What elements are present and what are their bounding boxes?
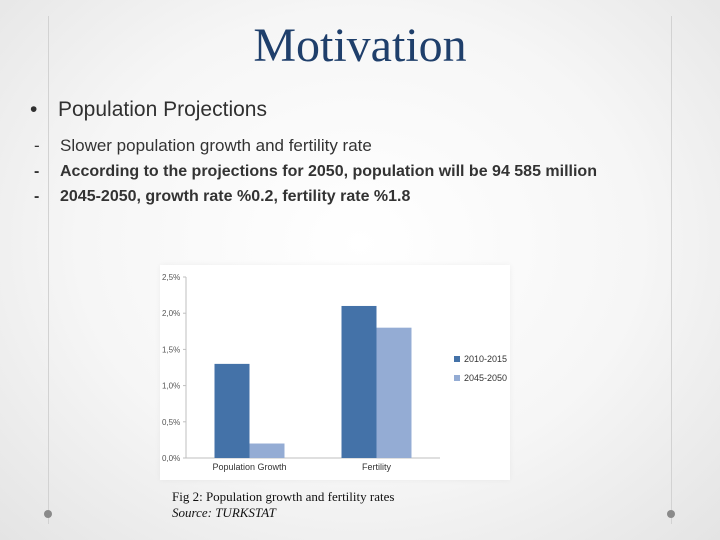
figure-caption: Fig 2: Population growth and fertility r…: [172, 489, 394, 521]
bar: [214, 363, 250, 458]
sub-item-dash: -: [34, 136, 40, 155]
slide-title: Motivation: [253, 19, 467, 72]
legend-label: 2045-2050: [464, 373, 507, 383]
y-tick-label: 2,0%: [162, 309, 180, 318]
sub-item-dash: -: [34, 163, 40, 180]
sub-item-dash: -: [34, 188, 40, 205]
frame-line-right: [671, 16, 672, 524]
bullet-main-text: Population Projections: [58, 98, 267, 121]
frame-line-left: [48, 16, 49, 524]
caption-text: Fig 2: Population growth and fertility r…: [172, 489, 395, 504]
x-category-label: Fertility: [362, 462, 391, 472]
bar: [249, 443, 285, 458]
bullet-main: • Population Projections: [30, 98, 267, 122]
y-tick-label: 1,5%: [162, 345, 180, 354]
y-tick-label: 2,5%: [162, 273, 180, 282]
legend-swatch: [454, 356, 460, 362]
sub-item-text: 2045-2050, growth rate %0.2, fertility r…: [60, 188, 411, 205]
bullet-dot: •: [30, 98, 38, 121]
legend-label: 2010-2015: [464, 354, 507, 364]
sub-item-3: - 2045-2050, growth rate %0.2, fertility …: [34, 188, 410, 206]
sub-item-text: According to the projections for 2050, p…: [60, 163, 597, 180]
sub-item-2: - According to the projections for 2050, …: [34, 163, 597, 181]
legend-swatch: [454, 375, 460, 381]
y-tick-label: 1,0%: [162, 382, 180, 391]
y-tick-label: 0,5%: [162, 418, 180, 427]
chart-area: 0,0% 0,5% 1,0% 1,5% 2,0% 2,5% Population Growt…: [160, 265, 510, 480]
frame-dot-left: [44, 510, 52, 518]
x-category-label: Population Growth: [212, 462, 286, 472]
bar: [376, 327, 412, 458]
sub-item-1: - Slower population growth and fertility …: [34, 136, 372, 156]
sub-item-text: Slower population growth and fertility r…: [60, 136, 372, 155]
frame-dot-right: [667, 510, 675, 518]
bar: [341, 305, 377, 458]
y-tick-label: 0,0%: [162, 454, 180, 463]
caption-source: Source: TURKSTAT: [172, 505, 276, 520]
bar-chart: 0,0% 0,5% 1,0% 1,5% 2,0% 2,5% Population Growt…: [162, 273, 507, 472]
